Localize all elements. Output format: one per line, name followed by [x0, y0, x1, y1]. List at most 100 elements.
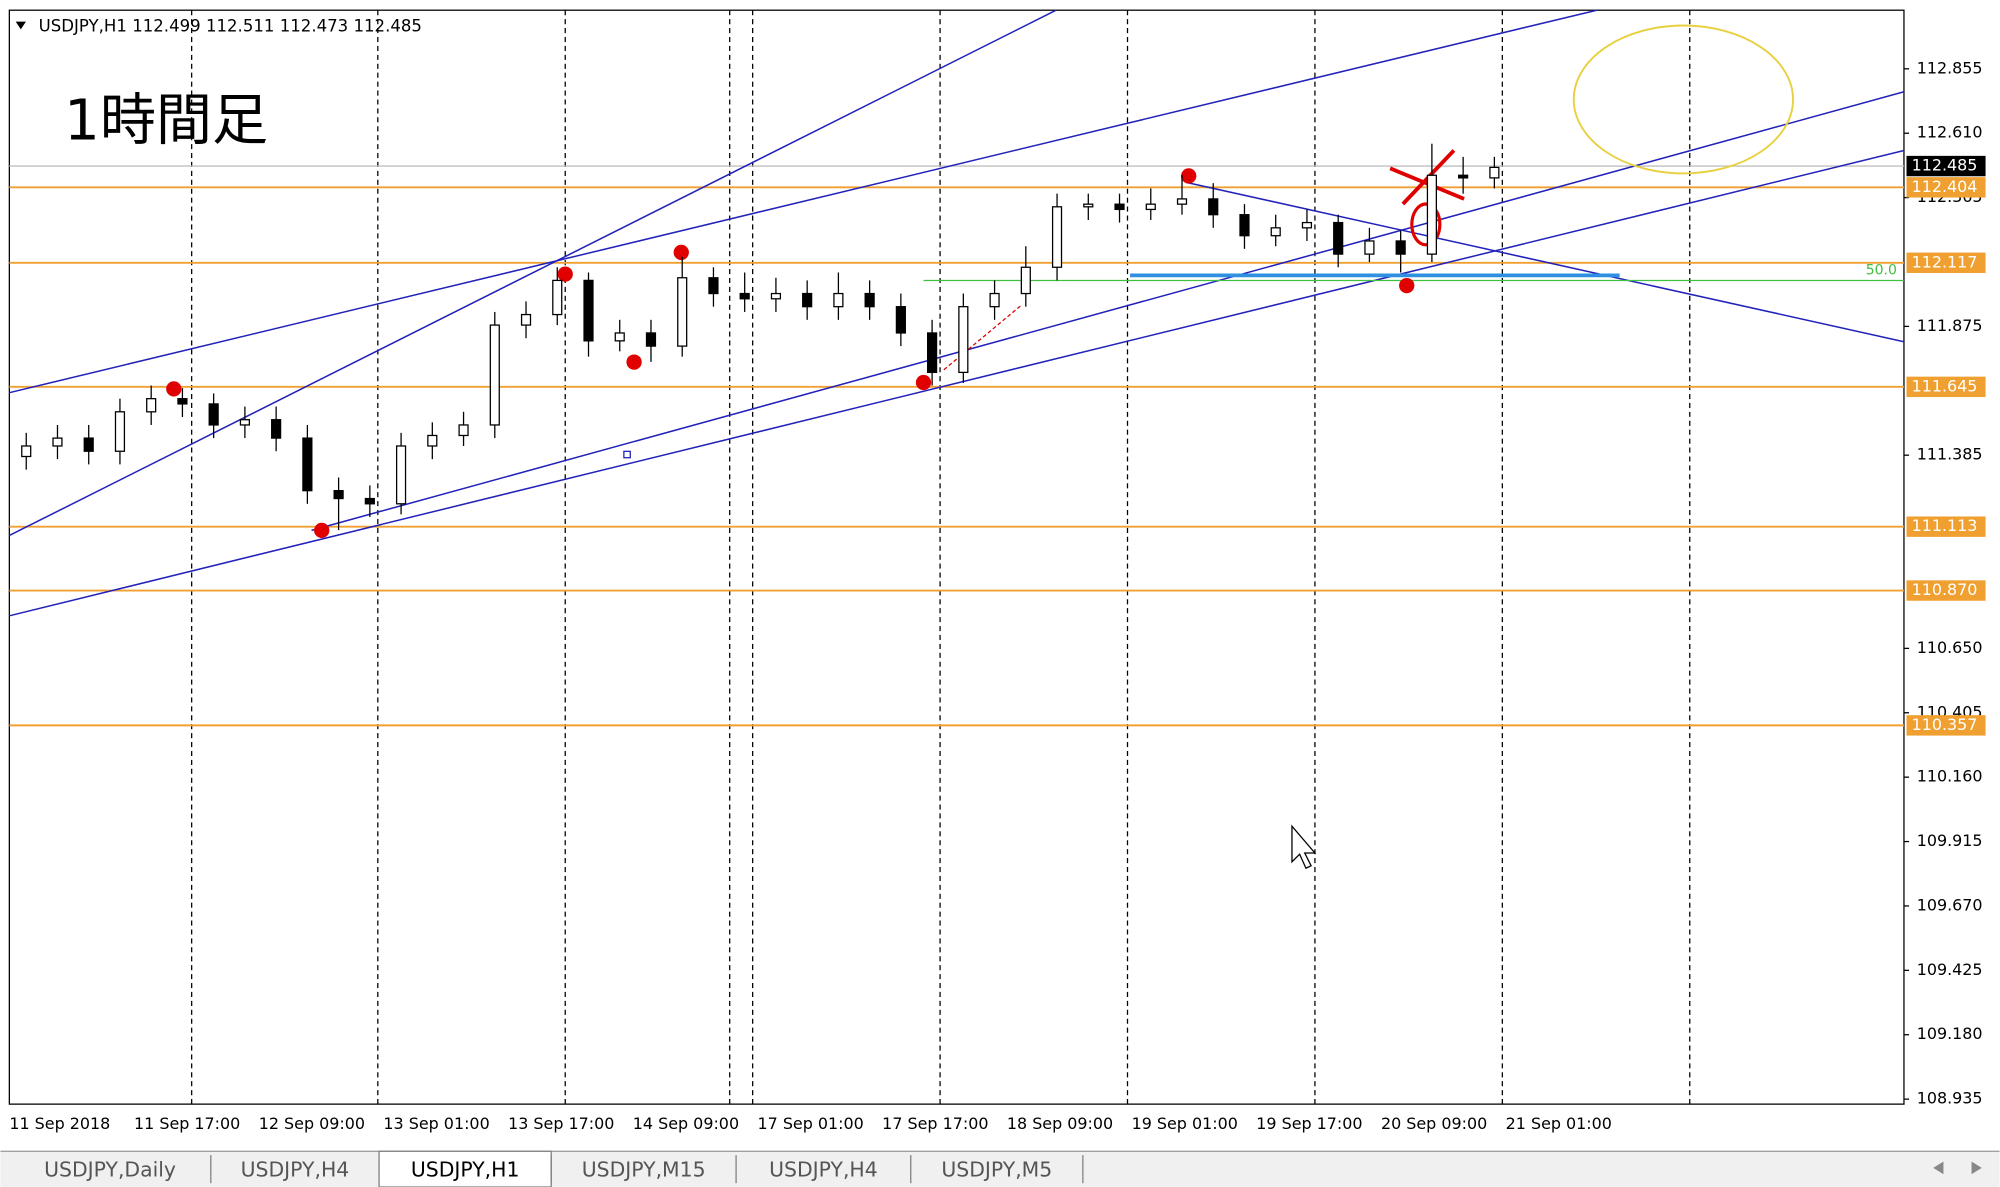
fib-label: 50.0	[1866, 262, 1897, 278]
menu-arrow[interactable]	[15, 21, 26, 30]
candle-body	[1301, 221, 1313, 229]
x-tick-label: 12 Sep 09:00	[259, 1114, 365, 1133]
tabs: USDJPY,Daily USDJPY,H4 USDJPY,H1 USDJPY,M15…	[44, 1150, 1084, 1187]
x-tick-label: 19 Sep 01:00	[1132, 1114, 1238, 1133]
time-axis: 11 Sep 2018 11 Sep 17:00 12 Sep 09:00 13 Se…	[9, 1114, 1612, 1133]
period-separators	[191, 10, 1691, 1105]
candle-body	[833, 292, 844, 308]
x-tick-label: 13 Sep 17:00	[508, 1114, 614, 1133]
candle-body	[1176, 198, 1188, 205]
candle-body	[927, 332, 938, 374]
y-tick-label: 108.935	[1917, 1089, 1983, 1108]
scroll-right[interactable]	[1971, 1161, 1982, 1175]
candle-body	[208, 403, 219, 426]
candle-body	[1145, 203, 1156, 211]
target-ellipse	[1572, 24, 1794, 175]
candle-body	[1364, 240, 1375, 255]
candle-body	[614, 332, 625, 342]
candle-body	[1426, 174, 1437, 255]
candle-body	[864, 292, 875, 308]
y-tick-label: 111.875	[1917, 316, 1983, 335]
candle-body	[583, 279, 594, 342]
price-level-label: 110.357	[1912, 715, 1978, 734]
price-level-box	[1906, 177, 1986, 198]
candle-body	[770, 292, 782, 300]
candle-body	[1239, 214, 1250, 237]
price-level-box	[1906, 580, 1986, 601]
candle-body	[802, 292, 813, 308]
price-level-label: 112.404	[1912, 177, 1978, 196]
price-level-label: 110.870	[1912, 580, 1978, 599]
candle-body	[395, 445, 407, 505]
candle-body	[520, 313, 532, 326]
candle-body	[677, 277, 688, 347]
x-tick-label: 11 Sep 2018	[9, 1114, 110, 1133]
candle-body	[1083, 203, 1094, 208]
tab[interactable]: USDJPY,H4	[769, 1157, 878, 1181]
tab-bar	[0, 1151, 2000, 1187]
x-tick-label: 19 Sep 17:00	[1256, 1114, 1362, 1133]
marker	[557, 266, 573, 282]
y-tick-label: 112.610	[1917, 123, 1983, 142]
tab[interactable]: USDJPY,Daily	[44, 1157, 176, 1181]
candle-body	[333, 490, 344, 500]
candle-body	[739, 292, 750, 300]
timeframe-note: 1時間足	[64, 88, 268, 153]
price-level-box	[1906, 516, 1986, 537]
tab[interactable]: USDJPY,H4	[241, 1157, 350, 1181]
marker	[673, 244, 689, 261]
candle-body	[52, 437, 63, 447]
candle-body	[177, 398, 188, 405]
marker	[166, 381, 182, 397]
active-tab	[378, 1150, 552, 1187]
candle-body	[21, 445, 32, 458]
y-tick-label: 110.650	[1917, 638, 1983, 657]
x-tick-label: 21 Sep 01:00	[1506, 1114, 1612, 1133]
marker	[1399, 277, 1415, 294]
tab[interactable]: USDJPY,H1	[411, 1157, 520, 1181]
symbol-header: USDJPY,H1 112.499 112.511 112.473 112.48…	[39, 16, 422, 35]
price-level-label: 111.645	[1912, 376, 1978, 395]
plot-area	[8, 9, 1905, 1105]
y-tick-label: 111.385	[1917, 445, 1983, 464]
candle-body	[83, 437, 94, 452]
marker	[915, 374, 932, 391]
candle-body	[239, 419, 250, 426]
y-tick-label: 109.425	[1917, 960, 1983, 979]
tab[interactable]: USDJPY,M5	[941, 1157, 1052, 1181]
trend-line	[9, 149, 1905, 617]
price-level-label: 111.113	[1912, 516, 1978, 535]
price-level-label: 112.117	[1912, 252, 1978, 271]
candle-body	[364, 497, 375, 505]
marker	[1181, 168, 1197, 184]
x-tick-label: 18 Sep 09:00	[1007, 1114, 1113, 1133]
current-price-box	[1906, 155, 1986, 177]
y-tick-label: 109.915	[1917, 831, 1983, 850]
x-tick-label: 17 Sep 01:00	[758, 1114, 864, 1133]
candle-body	[271, 419, 282, 439]
dashed-line	[943, 305, 1021, 371]
x-tick-label: 11 Sep 17:00	[134, 1114, 240, 1133]
x-tick-label: 17 Sep 17:00	[882, 1114, 988, 1133]
price-axis: 112.855112.610112.365111.875111.385110.6…	[1903, 58, 1986, 1108]
candle-body	[427, 434, 438, 447]
candle-body	[895, 306, 906, 334]
tab[interactable]: USDJPY,M15	[582, 1157, 706, 1181]
x-tick-label: 14 Sep 09:00	[633, 1114, 739, 1133]
candle-body	[1270, 227, 1281, 237]
candle-body	[958, 306, 969, 374]
candle-body	[489, 324, 500, 426]
scroll-left[interactable]	[1933, 1161, 1944, 1175]
price-level-box	[1906, 715, 1986, 736]
candles	[21, 143, 1500, 531]
y-tick-label: 109.670	[1917, 895, 1983, 914]
candle-body	[708, 277, 719, 295]
candle-body	[552, 279, 563, 316]
x-tick-label: 13 Sep 01:00	[383, 1114, 489, 1133]
trend-line	[9, 9, 1597, 394]
candle-body	[1051, 206, 1063, 268]
anchor-point	[623, 450, 631, 459]
